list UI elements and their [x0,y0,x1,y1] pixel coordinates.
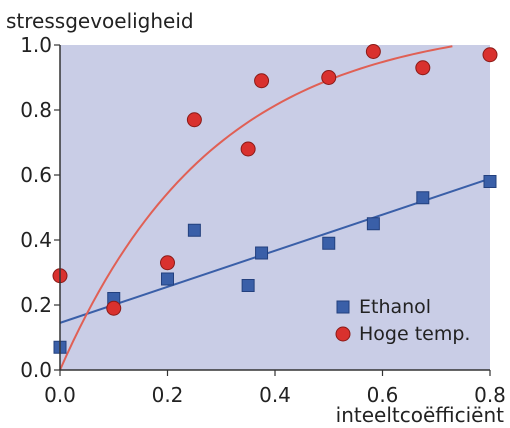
x-tick-label: 0.8 [474,383,506,407]
y-tick-label: 0.0 [20,358,52,382]
plot-area [60,45,490,370]
hoge-temp-point [106,300,122,316]
legend: Ethanol Hoge temp. [335,296,470,345]
ethanol-point [416,191,430,205]
hoge-temp-point [160,255,175,271]
x-tick-label: 0.0 [44,383,76,407]
x-axis-title: inteeltcoëfficiënt [336,403,504,427]
ethanol-point [322,236,336,250]
y-tick-label: 0.6 [20,163,52,187]
ethanol-point [255,246,269,260]
ethanol-point [483,175,497,188]
hoge-temp-point [415,60,431,76]
y-tick-label: 0.4 [20,228,52,252]
x-tick-label: 0.6 [367,383,399,407]
hoge-temp-point [240,141,256,157]
hoge-temp-point [365,44,381,59]
axes: 0.0 0.2 0.4 0.6 0.8 1.0 0.0 0.2 0.4 0.6 0.8 [20,33,506,407]
y-tick-label: 0.2 [20,293,52,317]
x-tick-label: 0.2 [152,383,184,407]
y-tick-label: 1.0 [20,33,52,57]
ethanol-point-legend [336,300,350,314]
y-tick-label: 0.8 [20,98,52,122]
trend-line-hoge-temp [59,45,453,371]
y-axis-title: stressgevoeligheid [6,9,194,33]
hoge-temp-point [254,73,270,89]
hoge-temp-point [321,70,337,85]
ethanol-point [161,272,174,286]
ethanol-point [187,223,201,237]
hoge-temp-point-legend [335,326,351,342]
ethanol-point [366,217,380,231]
x-tick-label: 0.4 [259,383,291,407]
hoge-temp-point [482,47,498,63]
legend-label: Ethanol [359,296,431,318]
ethanol-point [241,279,255,292]
hoge-temp-point [186,112,202,128]
legend-label: Hoge temp. [359,323,470,345]
data-points [52,44,498,354]
